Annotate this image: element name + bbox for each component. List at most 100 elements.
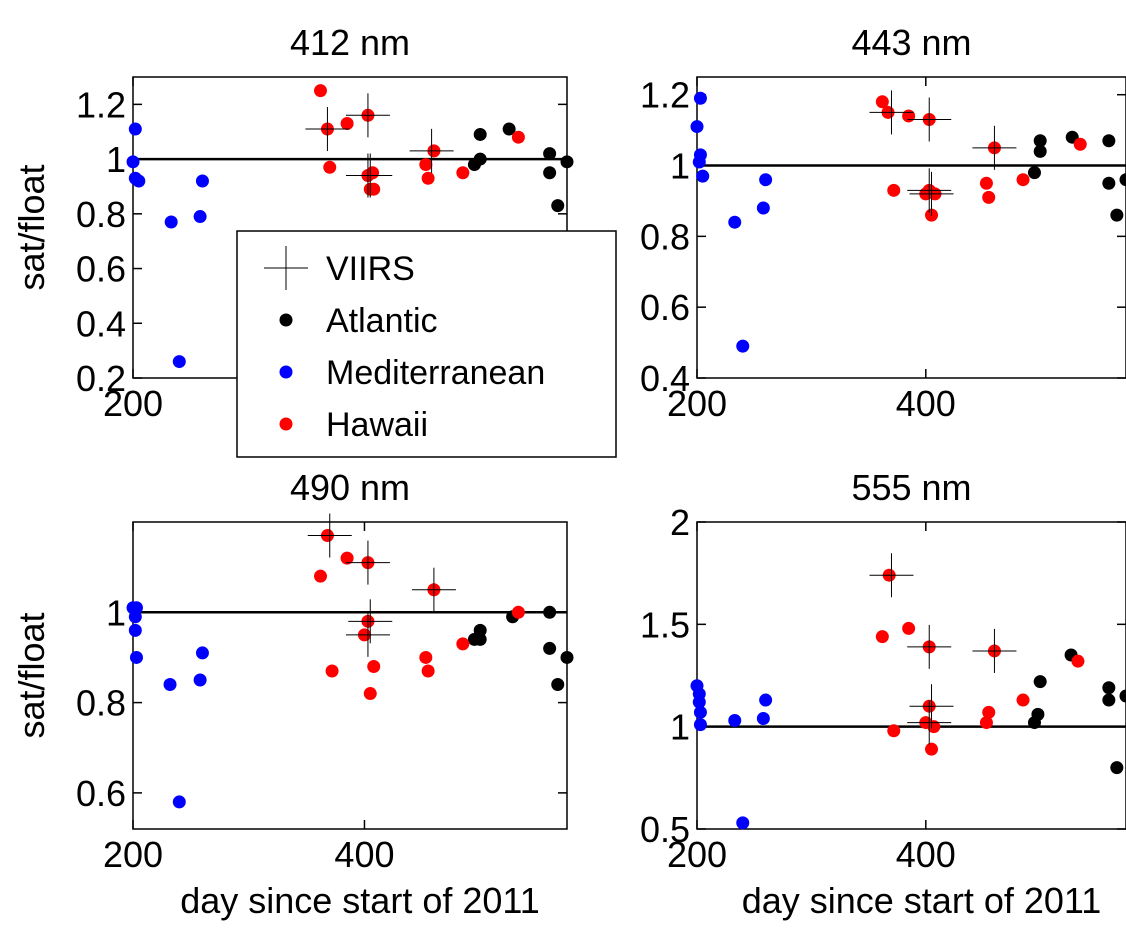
series-hawaii [875,95,1087,222]
x-axis-label: day since start of 2011 [742,880,1102,921]
data-point-atlantic [473,127,487,141]
y-tick-label: 0.5 [640,809,690,850]
data-point-atlantic [543,605,557,619]
y-tick-label: 1.2 [640,75,690,116]
legend-dot-icon [279,417,293,431]
y-tick-label: 1 [106,139,126,180]
legend-label: Atlantic [326,302,438,340]
data-point-atlantic [502,122,516,136]
data-point-hawaii [313,569,327,583]
legend-dot-icon [279,313,293,327]
data-point-hawaii [1016,693,1030,707]
data-point-atlantic [1102,176,1116,190]
data-point-mediterranean [193,210,207,224]
data-point-mediterranean [692,695,706,709]
data-point-atlantic [560,155,574,169]
viirs-cross-marker [909,684,954,729]
data-point-mediterranean [693,705,707,719]
data-point-atlantic [1033,134,1047,148]
data-point-mediterranean [756,201,770,215]
viirs-cross-marker [907,97,952,142]
data-point-mediterranean [693,91,707,105]
data-point-hawaii [927,720,941,734]
x-tick-label: 200 [667,834,727,875]
data-point-hawaii [982,705,996,719]
y-axis-label: sat/float [11,612,52,738]
data-point-hawaii [979,176,993,190]
y-tick-label: 0.2 [76,358,126,399]
data-point-hawaii [419,158,433,172]
data-point-mediterranean [172,355,186,369]
y-tick-label: 1.2 [76,84,126,125]
panel-2: 443 nm 0.4 0.6 0.8 1 1.2 200 400 [640,22,1126,424]
legend-item-mediterranean: Mediterranean [279,354,545,392]
data-point-hawaii [875,95,889,109]
data-point-atlantic [543,147,557,161]
data-point-atlantic [1031,707,1045,721]
series-atlantic [1027,648,1126,775]
x-tick-label: 400 [896,383,956,424]
data-point-hawaii [323,160,337,174]
data-point-hawaii [902,621,916,635]
viirs-cross-marker [869,90,914,135]
data-point-hawaii [367,182,381,196]
data-point-atlantic [473,152,487,166]
series-viirs [307,513,456,657]
data-point-mediterranean [696,169,710,183]
panel-1: 412 nm 0.2 0.4 0.6 0.8 1 1.2 200 sat/float [11,22,574,424]
data-point-hawaii [982,190,996,204]
series-atlantic [1027,130,1126,222]
y-tick-label: 2 [670,502,690,543]
legend-box [236,230,617,458]
data-point-hawaii [456,166,470,180]
viirs-cross-marker [909,171,954,216]
viirs-cross-marker [348,599,393,644]
data-point-hawaii [511,130,525,144]
panel-title: 412 nm [290,22,410,63]
data-point-mediterranean [692,155,706,169]
viirs-cross-marker [307,513,352,558]
legend-item-atlantic: Atlantic [279,302,438,340]
data-point-mediterranean [164,215,178,229]
viirs-cross-marker [305,106,350,151]
series-mediterranean [690,91,773,353]
x-tick-label: 200 [667,383,727,424]
data-point-atlantic [1110,208,1124,222]
data-point-mediterranean [728,714,742,728]
data-point-hawaii [421,664,435,678]
series-hawaii [875,568,1085,756]
data-point-atlantic [551,678,565,692]
data-point-hawaii [325,664,339,678]
legend-label: Mediterranean [326,354,545,392]
viirs-cross-marker [411,567,456,612]
legend-item-viirs: VIIRS [264,246,415,290]
series-mediterranean [126,601,209,809]
data-point-mediterranean [690,120,704,134]
x-tick-label: 200 [103,383,163,424]
data-point-mediterranean [193,673,207,687]
y-tick-label: 0.6 [76,773,126,814]
y-tick-label: 0.8 [76,194,126,235]
data-point-mediterranean [736,816,750,830]
y-tick-label: 1 [670,146,690,187]
viirs-cross-marker [345,612,390,657]
y-tick-label: 1 [670,707,690,748]
legend-item-hawaii: Hawaii [279,406,428,444]
legend-dot-icon [279,365,293,379]
data-point-hawaii [313,84,327,98]
data-point-hawaii [419,650,433,664]
viirs-cross-marker [907,168,952,213]
axes-box [132,521,568,830]
viirs-cross-marker [907,624,952,669]
data-point-hawaii [366,166,380,180]
data-point-hawaii [1071,654,1085,668]
series-atlantic [467,122,574,213]
data-point-hawaii [875,630,889,644]
series-atlantic [467,605,574,692]
x-axis-label: day since start of 2011 [180,880,540,921]
data-point-atlantic [473,632,487,646]
viirs-cross-marker [907,700,952,745]
panel-title: 490 nm [290,467,410,508]
data-point-hawaii [340,551,354,565]
series-viirs [869,90,1017,216]
